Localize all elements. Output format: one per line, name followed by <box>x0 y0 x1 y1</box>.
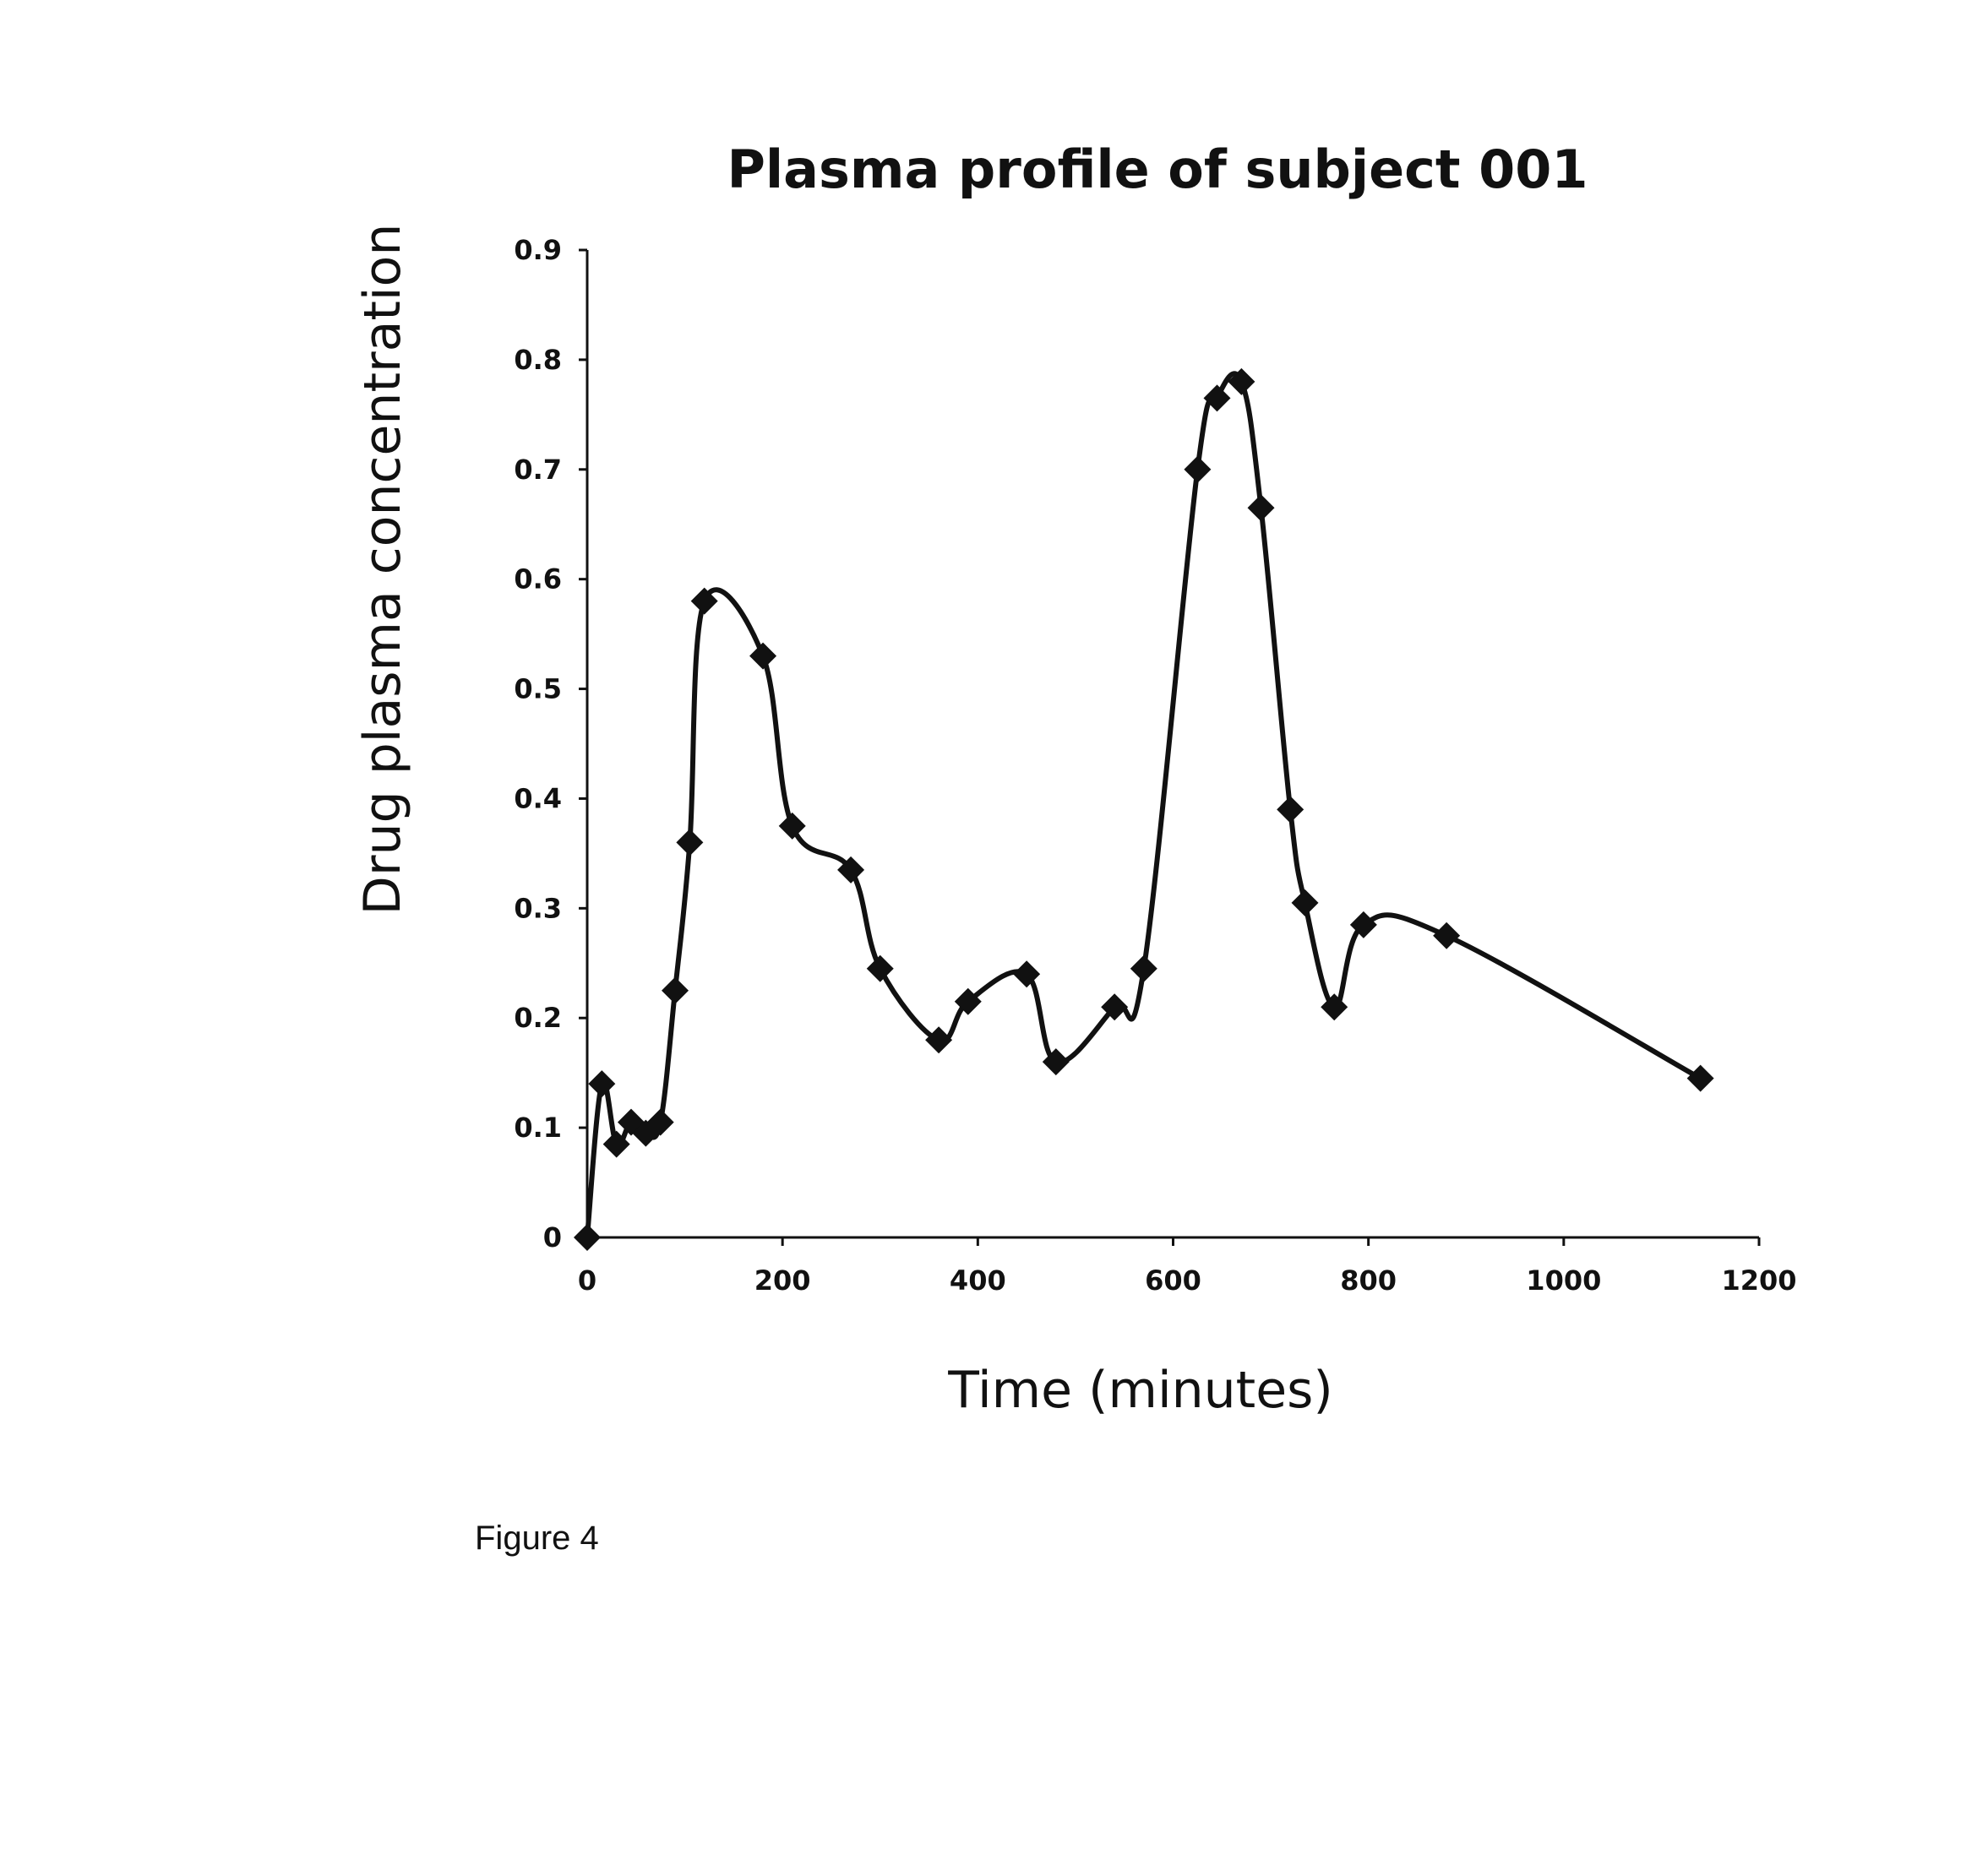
y-tick-label: 0.6 <box>514 563 562 595</box>
x-tick-label: 400 <box>950 1264 1006 1297</box>
data-point <box>1687 1065 1714 1092</box>
data-point <box>588 1070 615 1097</box>
data-point <box>574 1224 601 1251</box>
y-tick-label: 0 <box>543 1221 562 1253</box>
chart-title: Plasma profile of subject 001 <box>727 139 1588 200</box>
data-point <box>1184 456 1211 483</box>
data-point <box>749 643 776 670</box>
x-tick-label: 1000 <box>1526 1264 1601 1297</box>
y-tick-label: 0.9 <box>514 234 562 266</box>
x-tick-label: 600 <box>1145 1264 1201 1297</box>
y-ticks: 0 0.1 0.2 0.3 0.4 0.5 0.6 0.7 0.8 0.9 <box>514 234 587 1253</box>
data-point <box>1292 889 1319 916</box>
x-tick-label: 200 <box>754 1264 811 1297</box>
figure-caption: Figure 4 <box>475 1520 599 1557</box>
data-point <box>779 813 806 840</box>
x-tick-label: 800 <box>1340 1264 1397 1297</box>
data-point <box>1130 955 1157 982</box>
data-point <box>662 977 689 1004</box>
data-point <box>1321 993 1348 1020</box>
y-tick-label: 0.2 <box>514 1002 562 1034</box>
series-line <box>587 373 1701 1237</box>
y-tick-label: 0.3 <box>514 892 562 924</box>
y-tick-label: 0.7 <box>514 454 562 486</box>
data-point <box>867 955 894 982</box>
data-point <box>925 1026 952 1053</box>
x-ticks: 0 200 400 600 800 1000 1200 <box>578 1237 1797 1297</box>
x-axis-title: Time (minutes) <box>947 1361 1333 1420</box>
data-point <box>1248 494 1275 521</box>
y-tick-label: 0.5 <box>514 673 562 705</box>
y-tick-label: 0.4 <box>514 782 562 814</box>
data-point <box>1277 796 1304 823</box>
y-tick-label: 0.8 <box>514 344 562 376</box>
axes <box>587 250 1759 1237</box>
y-tick-label: 0.1 <box>514 1112 562 1144</box>
data-point <box>1433 922 1460 949</box>
x-tick-label: 0 <box>578 1264 596 1297</box>
data-point <box>1013 960 1040 987</box>
x-tick-label: 1200 <box>1721 1264 1796 1297</box>
markers <box>574 368 1714 1251</box>
data-point <box>676 829 703 856</box>
y-axis-title: Drug plasma concentration <box>353 224 412 916</box>
